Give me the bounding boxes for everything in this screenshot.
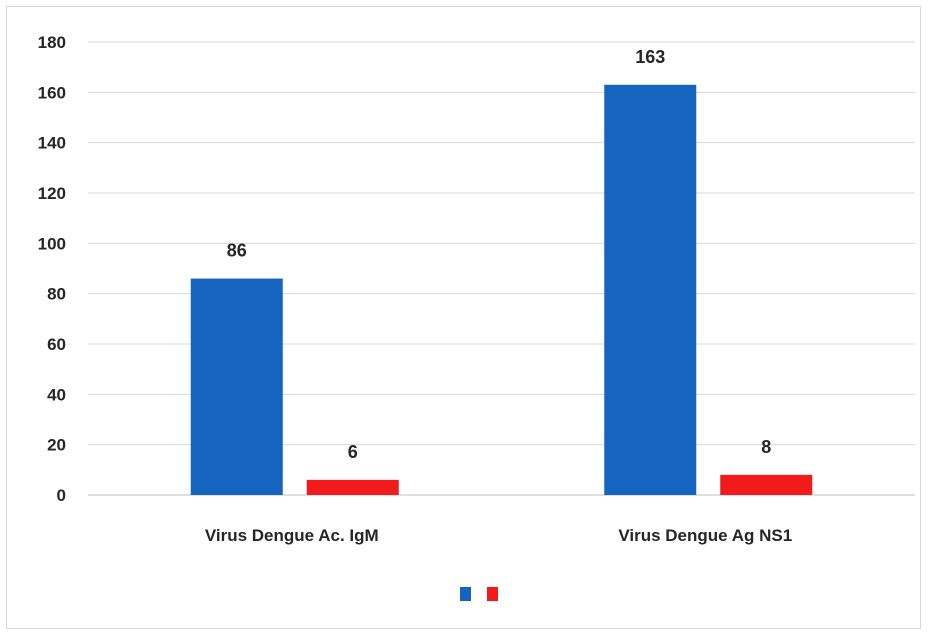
- data-label: 8: [761, 437, 771, 457]
- x-category-label: Virus Dengue Ac. IgM: [205, 526, 379, 545]
- data-labels: 86 6 163 8: [227, 47, 772, 462]
- x-category-label: Virus Dengue Ag NS1: [618, 526, 792, 545]
- legend-swatch-series-1: [460, 587, 471, 601]
- y-tick-label: 20: [47, 436, 66, 455]
- y-tick-label: 120: [38, 184, 66, 203]
- y-tick-label: 40: [47, 385, 66, 404]
- bar-series-2-2: [720, 474, 813, 495]
- y-tick-label: 60: [47, 335, 66, 354]
- y-tick-label: 180: [38, 33, 66, 52]
- bars: [190, 84, 813, 496]
- y-tick-label: 0: [57, 486, 66, 505]
- chart-frame: [6, 6, 921, 629]
- bar-series-1-2: [604, 84, 697, 496]
- bar-series-1-1: [190, 278, 283, 495]
- y-axis-tick-labels: 0 20 40 60 80 100 120 140 160 180: [38, 33, 66, 505]
- data-label: 6: [348, 442, 358, 462]
- legend-swatch-series-2: [487, 587, 498, 601]
- data-label: 163: [635, 47, 665, 67]
- legend: [460, 587, 498, 601]
- y-tick-label: 160: [38, 83, 66, 102]
- bar-series-2-1: [306, 479, 399, 495]
- x-axis-category-labels: Virus Dengue Ac. IgM Virus Dengue Ag NS1: [205, 526, 792, 545]
- y-tick-label: 100: [38, 234, 66, 253]
- data-label: 86: [227, 241, 247, 261]
- y-tick-label: 140: [38, 134, 66, 153]
- y-tick-label: 80: [47, 285, 66, 304]
